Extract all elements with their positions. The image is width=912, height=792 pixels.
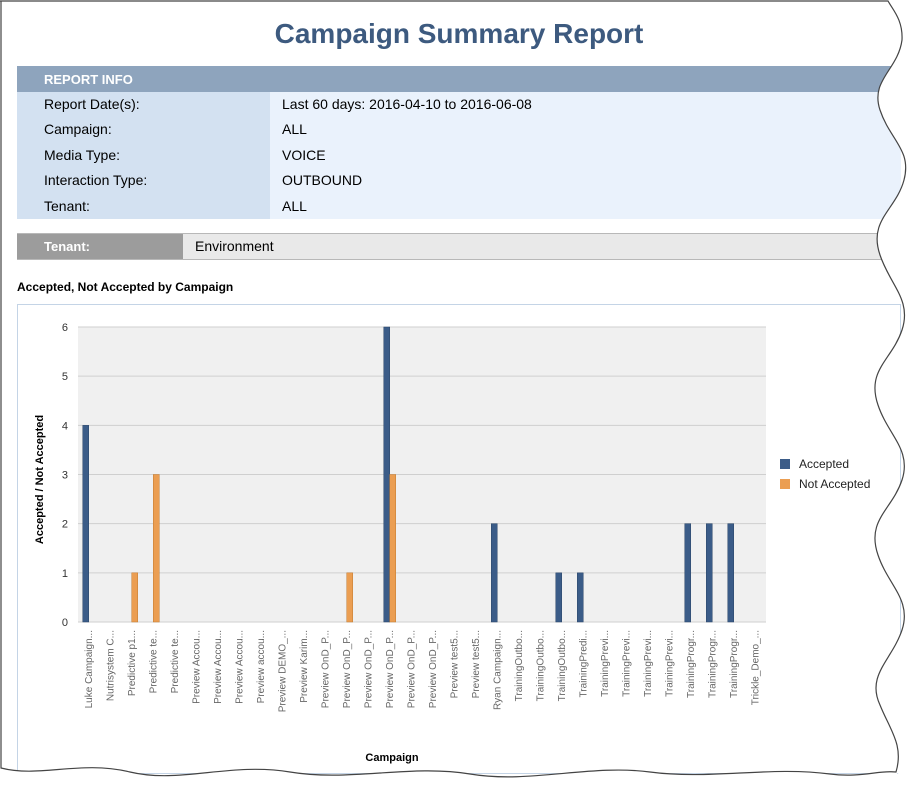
bar-accepted <box>383 326 390 623</box>
x-tick-label: Preview OnD_P... <box>428 630 439 708</box>
x-tick-label: Trickle_Demo_... <box>750 630 761 705</box>
bar-accepted <box>555 572 562 623</box>
bar-chart: 0 1 2 3 4 5 6 Luke Campaign... Nutrisystem C... P… <box>34 322 870 764</box>
x-tick-label: Predictive te... <box>148 630 159 693</box>
bar-not-accepted <box>131 572 138 623</box>
x-tick-label: Preview Accou... <box>213 630 224 704</box>
chart-heading: Accepted, Not Accepted by Campaign <box>17 280 234 294</box>
info-label: Media Type: <box>17 142 270 169</box>
x-tick-label: TrainingPredi... <box>578 630 589 697</box>
y-tick-label: 0 <box>62 617 68 629</box>
x-tick-label: Preview accou... <box>256 630 267 703</box>
x-tick-label: TrainingOutbo... <box>557 630 568 701</box>
x-tick-label: Luke Campaign... <box>84 630 95 708</box>
info-label: Tenant: <box>17 193 270 219</box>
x-tick-label: Preview DEMO_... <box>277 630 288 712</box>
x-axis-label: Campaign <box>365 752 418 764</box>
x-tick-label: Preview Accou... <box>234 630 245 704</box>
x-tick-label: Preview OnD_P... <box>342 630 353 708</box>
report-info-header: REPORT INFO <box>17 66 901 92</box>
bar-not-accepted <box>346 572 353 623</box>
tenant-bar: Tenant: Environment <box>17 233 901 260</box>
bar-accepted <box>577 572 584 623</box>
tenant-label: Tenant: <box>17 234 183 259</box>
y-tick-label: 2 <box>62 519 68 531</box>
x-tick-label: Predictive te... <box>170 630 181 693</box>
x-tick-label: Preview test5... <box>471 630 482 698</box>
x-tick-label: Preview OnD_P... <box>363 630 374 708</box>
x-tick-label: Preview OnD_P... <box>320 630 331 708</box>
legend-label: Accepted <box>799 457 849 471</box>
x-tick-label: Preview test5... <box>449 630 460 698</box>
x-tick-label: TrainingPrevi... <box>621 630 632 697</box>
info-row-interaction-type: Interaction Type: OUTBOUND <box>17 168 901 194</box>
x-tick-label: TrainingPrevi... <box>664 630 675 697</box>
y-tick-label: 1 <box>62 568 68 580</box>
info-label: Report Date(s): <box>17 92 270 118</box>
report-info-panel: REPORT INFO Report Date(s): Last 60 days… <box>17 66 901 219</box>
bar-accepted <box>706 523 713 623</box>
legend-label: Not Accepted <box>799 477 870 491</box>
info-row-report-dates: Report Date(s): Last 60 days: 2016-04-10… <box>17 92 901 118</box>
bar-not-accepted <box>389 474 396 623</box>
y-tick-label: 4 <box>62 420 68 432</box>
bar-not-accepted <box>153 474 160 623</box>
x-tick-label: Preview Karim... <box>299 630 310 703</box>
legend-swatch <box>780 459 790 469</box>
x-tick-label: Preview OnD_P... <box>406 630 417 708</box>
x-tick-label: Predictive p1... <box>127 630 138 696</box>
bar-accepted <box>82 425 89 623</box>
y-tick-label: 6 <box>62 322 68 334</box>
info-value: ALL <box>270 193 901 219</box>
info-value: ALL <box>270 117 901 143</box>
info-row-media-type: Media Type: VOICE <box>17 142 901 169</box>
x-tick-label: Preview Accou... <box>191 630 202 704</box>
bar-accepted <box>727 523 734 623</box>
bar-accepted <box>684 523 691 623</box>
y-axis-label: Accepted / Not Accepted <box>34 415 46 544</box>
x-tick-label: TrainingPrevi... <box>600 630 611 697</box>
x-tick-label: TrainingPrevi... <box>643 630 654 697</box>
page-title: Campaign Summary Report <box>274 18 644 49</box>
chart-container: 0 1 2 3 4 5 6 Luke Campaign... Nutrisystem C... P… <box>17 304 901 774</box>
x-tick-label: Preview OnD_P... <box>385 630 396 708</box>
info-value: Last 60 days: 2016-04-10 to 2016-06-08 <box>270 92 901 118</box>
x-tick-label: Nutrisystem C... <box>105 630 116 701</box>
legend-swatch <box>780 479 790 489</box>
info-row-tenant: Tenant: ALL <box>17 193 901 219</box>
info-value: VOICE <box>270 142 901 169</box>
bar-accepted <box>491 523 498 623</box>
info-value: OUTBOUND <box>270 168 901 194</box>
info-label: Interaction Type: <box>17 168 270 194</box>
x-tick-label: TrainingProgr... <box>707 630 718 698</box>
x-tick-label: Ryan Campaign... <box>492 630 503 710</box>
y-tick-label: 5 <box>62 371 68 383</box>
x-tick-label: TrainingOutbo... <box>535 630 546 701</box>
tenant-value: Environment <box>183 234 901 259</box>
info-label: Campaign: <box>17 117 270 143</box>
x-tick-label: TrainingOutbo... <box>514 630 525 701</box>
info-row-campaign: Campaign: ALL <box>17 117 901 143</box>
y-tick-label: 3 <box>62 470 68 482</box>
x-tick-label: TrainingProgr... <box>686 630 697 698</box>
x-tick-label: TrainingProgr... <box>729 630 740 698</box>
